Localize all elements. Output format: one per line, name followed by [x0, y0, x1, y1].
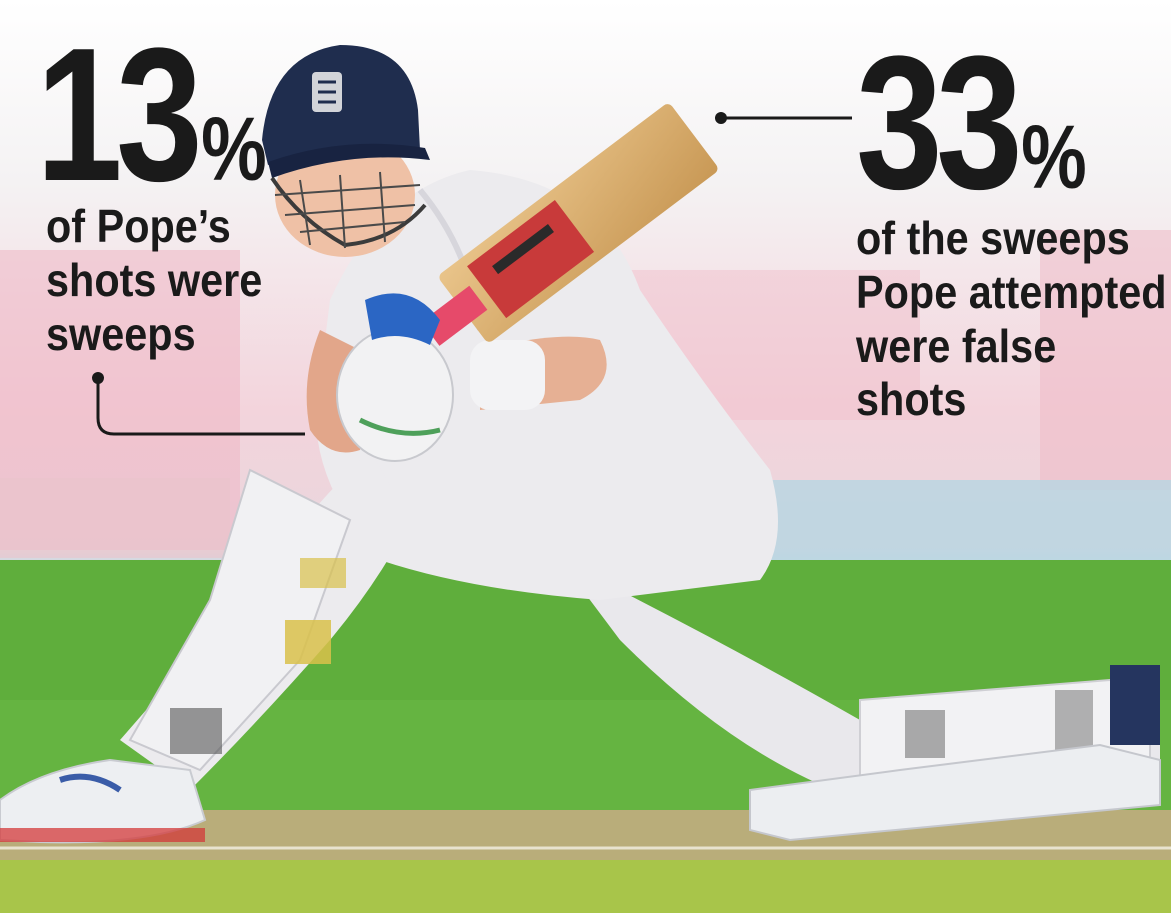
caption-line: sweeps [46, 307, 196, 360]
stat-number: 33 [856, 17, 1023, 229]
stat-sweep-share: 13% of Pope’s shots were sweeps [36, 20, 317, 361]
caption-line: of the sweeps [856, 212, 1130, 264]
caption-line: Pope attempted [856, 265, 1167, 318]
stat-false-shot-share: 33% of the sweeps Pope attempted were fa… [856, 28, 1171, 427]
caption-line: were false [856, 319, 1057, 372]
stat-number: 13 [36, 9, 203, 221]
stat-percent-sign: % [201, 100, 267, 200]
stat-caption: of the sweeps Pope attempted were false … [856, 212, 1167, 427]
stat-sweep-share-value: 13% [36, 20, 267, 210]
england-crest-icon [312, 72, 342, 112]
stat-false-shot-share-value: 33% [856, 28, 1087, 218]
caption-line: shots [856, 373, 967, 426]
caption-line: shots were [46, 253, 263, 306]
stat-percent-sign: % [1021, 108, 1087, 208]
stat-caption: of Pope’s shots were sweeps [46, 200, 290, 361]
caption-line: of Pope’s [46, 200, 231, 252]
